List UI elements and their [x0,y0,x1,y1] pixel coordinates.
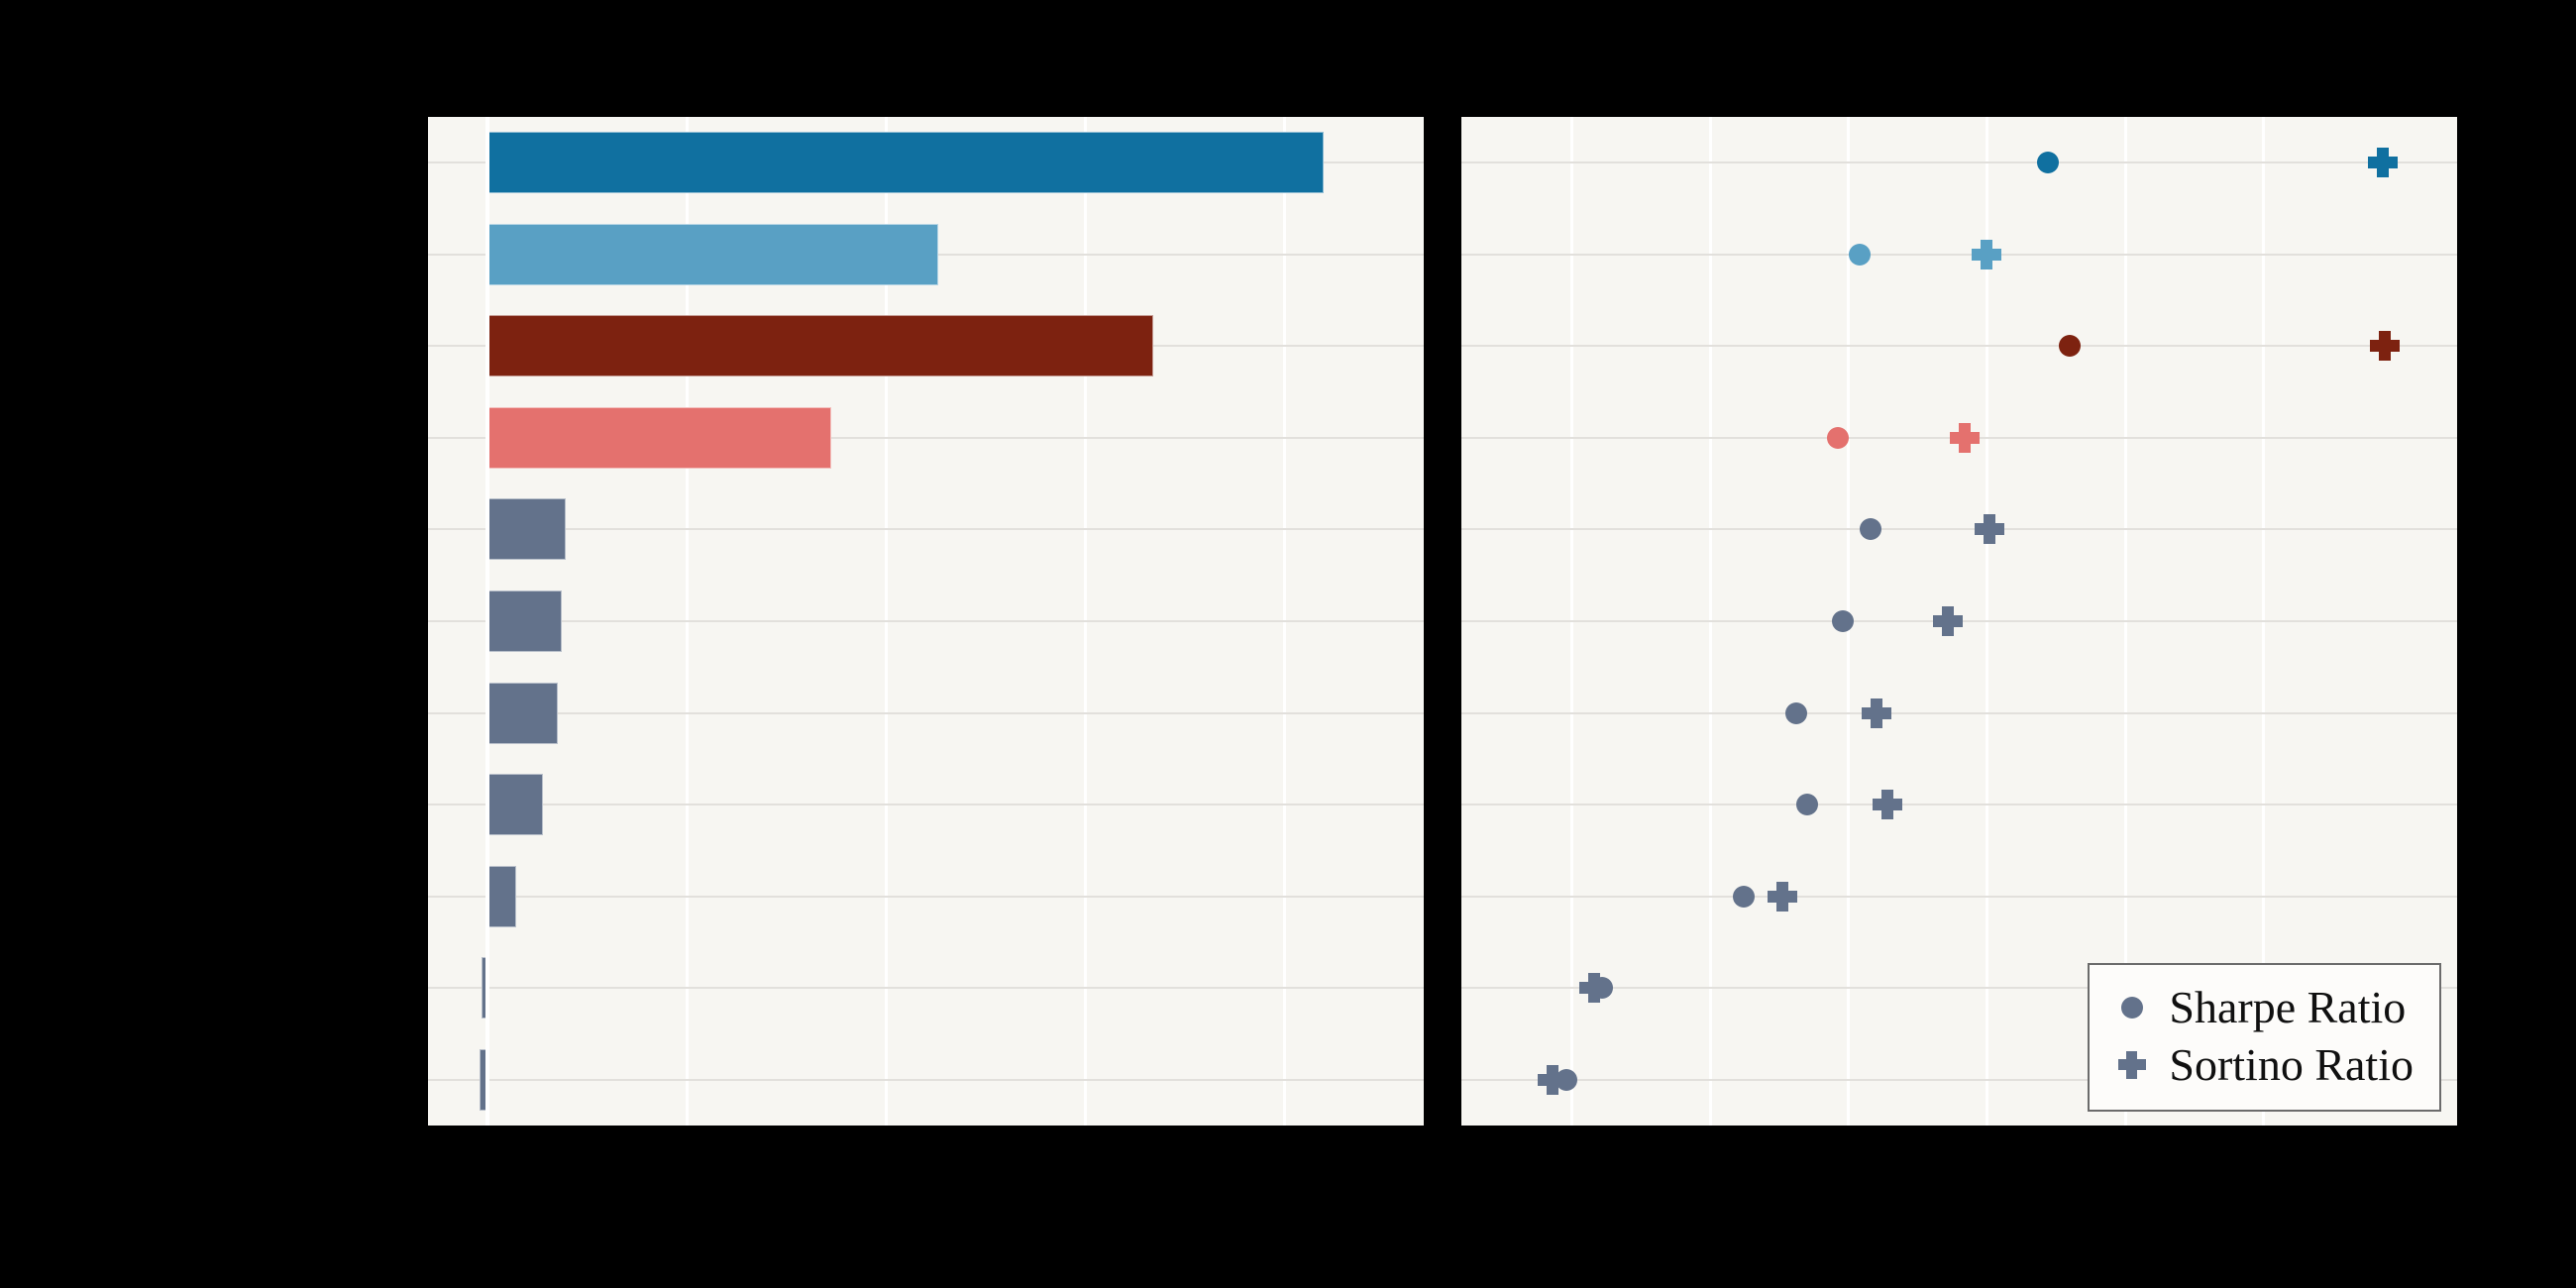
circle-marker-5 [1860,518,1882,541]
gridline-horizontal [428,804,1424,806]
legend-item-label: Sortino Ratio [2169,1039,2414,1090]
gridline-horizontal [428,1078,1424,1081]
circle-marker-9 [1732,885,1755,908]
gridline-horizontal [428,711,1424,714]
plus-marker-icon [2109,1042,2155,1088]
plus-marker-8 [1872,790,1902,820]
bar-5 [487,498,566,561]
plus-marker-4 [1950,422,1981,453]
legend-item-sortino-ratio[interactable]: Sortino Ratio [2109,1036,2414,1094]
bar-2 [487,223,938,285]
legend-item-sharpe-ratio[interactable]: Sharpe Ratio [2109,979,2414,1036]
gridline-horizontal [1461,987,2457,990]
circle-marker-8 [1795,794,1818,816]
plus-marker-2 [1972,239,2002,269]
plus-marker-9 [1767,881,1797,912]
gridline-horizontal [1461,253,2457,256]
bar-6 [487,590,562,652]
gridline-horizontal [1461,345,2457,348]
gridline-horizontal [428,895,1424,898]
gridline-horizontal [428,620,1424,622]
gridline-horizontal [428,528,1424,531]
circle-marker-2 [1849,243,1871,266]
gridline-horizontal [1461,711,2457,714]
circle-marker-3 [2059,335,2082,358]
plus-marker-10 [1579,973,1609,1004]
gridline-horizontal [1461,528,2457,531]
bar-chart-panel [428,117,1424,1126]
bar-4 [487,406,832,469]
bar-1 [487,132,1325,194]
plus-marker-11 [1538,1064,1568,1095]
circle-marker-4 [1826,426,1849,449]
bar-3 [487,315,1153,377]
plus-marker-5 [1975,514,2005,545]
plus-marker-3 [2370,331,2401,362]
legend-item-label: Sharpe Ratio [2169,982,2407,1032]
bar-9 [487,865,517,927]
circle-marker-icon [2109,985,2155,1030]
circle-marker-7 [1784,701,1807,724]
gridline-horizontal [1461,161,2457,164]
bar-8 [487,774,543,836]
bar-7 [487,682,558,744]
gridline-horizontal [1461,804,2457,806]
plus-marker-7 [1861,698,1891,728]
plus-marker-6 [1933,606,1964,636]
gridline-horizontal [428,436,1424,439]
plus-marker-1 [2367,148,2398,178]
circle-marker-1 [2036,152,2059,174]
gridline-horizontal [1461,895,2457,898]
gridline-horizontal [428,987,1424,990]
legend-box: Sharpe Ratio Sortino Ratio [2088,963,2441,1112]
scatter-chart-panel: Sharpe Ratio Sortino Ratio [1461,117,2457,1126]
circle-marker-6 [1832,610,1855,632]
zero-line [485,117,490,1126]
gridline-horizontal [1461,1078,2457,1081]
